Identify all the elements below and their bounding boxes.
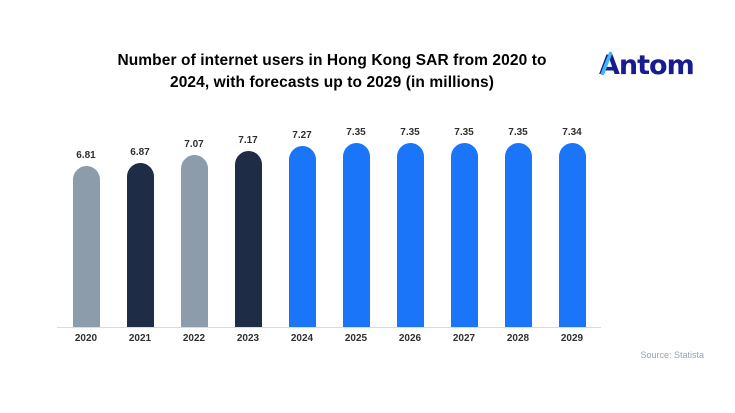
chart-title-line1: Number of internet users in Hong Kong SA… [117, 52, 547, 69]
x-axis-label-2027: 2027 [452, 333, 476, 344]
antom-logo-text: Antom [599, 50, 694, 81]
x-axis-label-2024: 2024 [290, 333, 314, 344]
bar-value-label: 7.35 [508, 127, 528, 138]
source-note: Source: Statista [640, 350, 704, 360]
bar-value-label: 7.17 [238, 135, 258, 146]
bar-value-label: 7.35 [346, 127, 366, 138]
chart-title-line2: 2024, with forecasts up to 2029 (in mill… [169, 74, 495, 91]
x-axis-label-2021: 2021 [128, 333, 152, 344]
bar-column-2024: 7.27 [275, 0, 329, 327]
antom-logo: Antom [599, 46, 711, 82]
bar-column-2027: 7.35 [437, 0, 491, 327]
x-axis-label-2026: 2026 [398, 333, 422, 344]
bar-value-label: 7.07 [184, 139, 204, 150]
bar-value-label: 6.87 [130, 147, 150, 158]
bar-column-2021: 6.87 [113, 0, 167, 327]
bar-2025 [342, 143, 370, 327]
x-axis-label-2020: 2020 [74, 333, 98, 344]
x-axis-label-2028: 2028 [506, 333, 530, 344]
bar-value-label: 6.81 [76, 150, 96, 161]
bar-2020 [72, 166, 100, 327]
bars-row: 6.81 6.87 7.07 7.17 7.27 7.35 7.35 7.35 7.35 7.34 [59, 0, 599, 327]
x-axis-label-2023: 2023 [236, 333, 260, 344]
x-axis-label-2022: 2022 [182, 333, 206, 344]
bar-value-label: 7.35 [400, 127, 420, 138]
x-axis-baseline [57, 327, 601, 328]
bar-value-label: 7.27 [292, 130, 312, 141]
bar-2028 [504, 143, 532, 327]
bar-column-2023: 7.17 [221, 0, 275, 327]
bar-2027 [450, 143, 478, 327]
antom-logo-accent [600, 51, 613, 76]
antom-logo-svg: Antom [599, 50, 695, 81]
bar-column-2025: 7.35 [329, 0, 383, 327]
bar-2022 [180, 155, 208, 327]
bar-column-2026: 7.35 [383, 0, 437, 327]
bar-2023 [234, 151, 262, 327]
bar-column-2028: 7.35 [491, 0, 545, 327]
bar-2021 [126, 163, 154, 327]
x-axis-row: 2020 2021 2022 2023 2024 2025 2026 2027 2028 2029 [59, 333, 599, 344]
bar-value-label: 7.34 [562, 127, 582, 138]
bar-2029 [558, 143, 586, 327]
chart-title: Number of internet users in Hong Kong SA… [102, 50, 562, 94]
bar-column-2020: 6.81 [59, 0, 113, 327]
x-axis-label-2029: 2029 [560, 333, 584, 344]
bar-column-2029: 7.34 [545, 0, 599, 327]
x-axis-label-2025: 2025 [344, 333, 368, 344]
bar-2024 [288, 146, 316, 327]
bar-chart: 6.81 6.87 7.07 7.17 7.27 7.35 7.35 7.35 7.35 7.34… [57, 0, 601, 413]
bar-value-label: 7.35 [454, 127, 474, 138]
bar-column-2022: 7.07 [167, 0, 221, 327]
bar-2026 [396, 143, 424, 327]
